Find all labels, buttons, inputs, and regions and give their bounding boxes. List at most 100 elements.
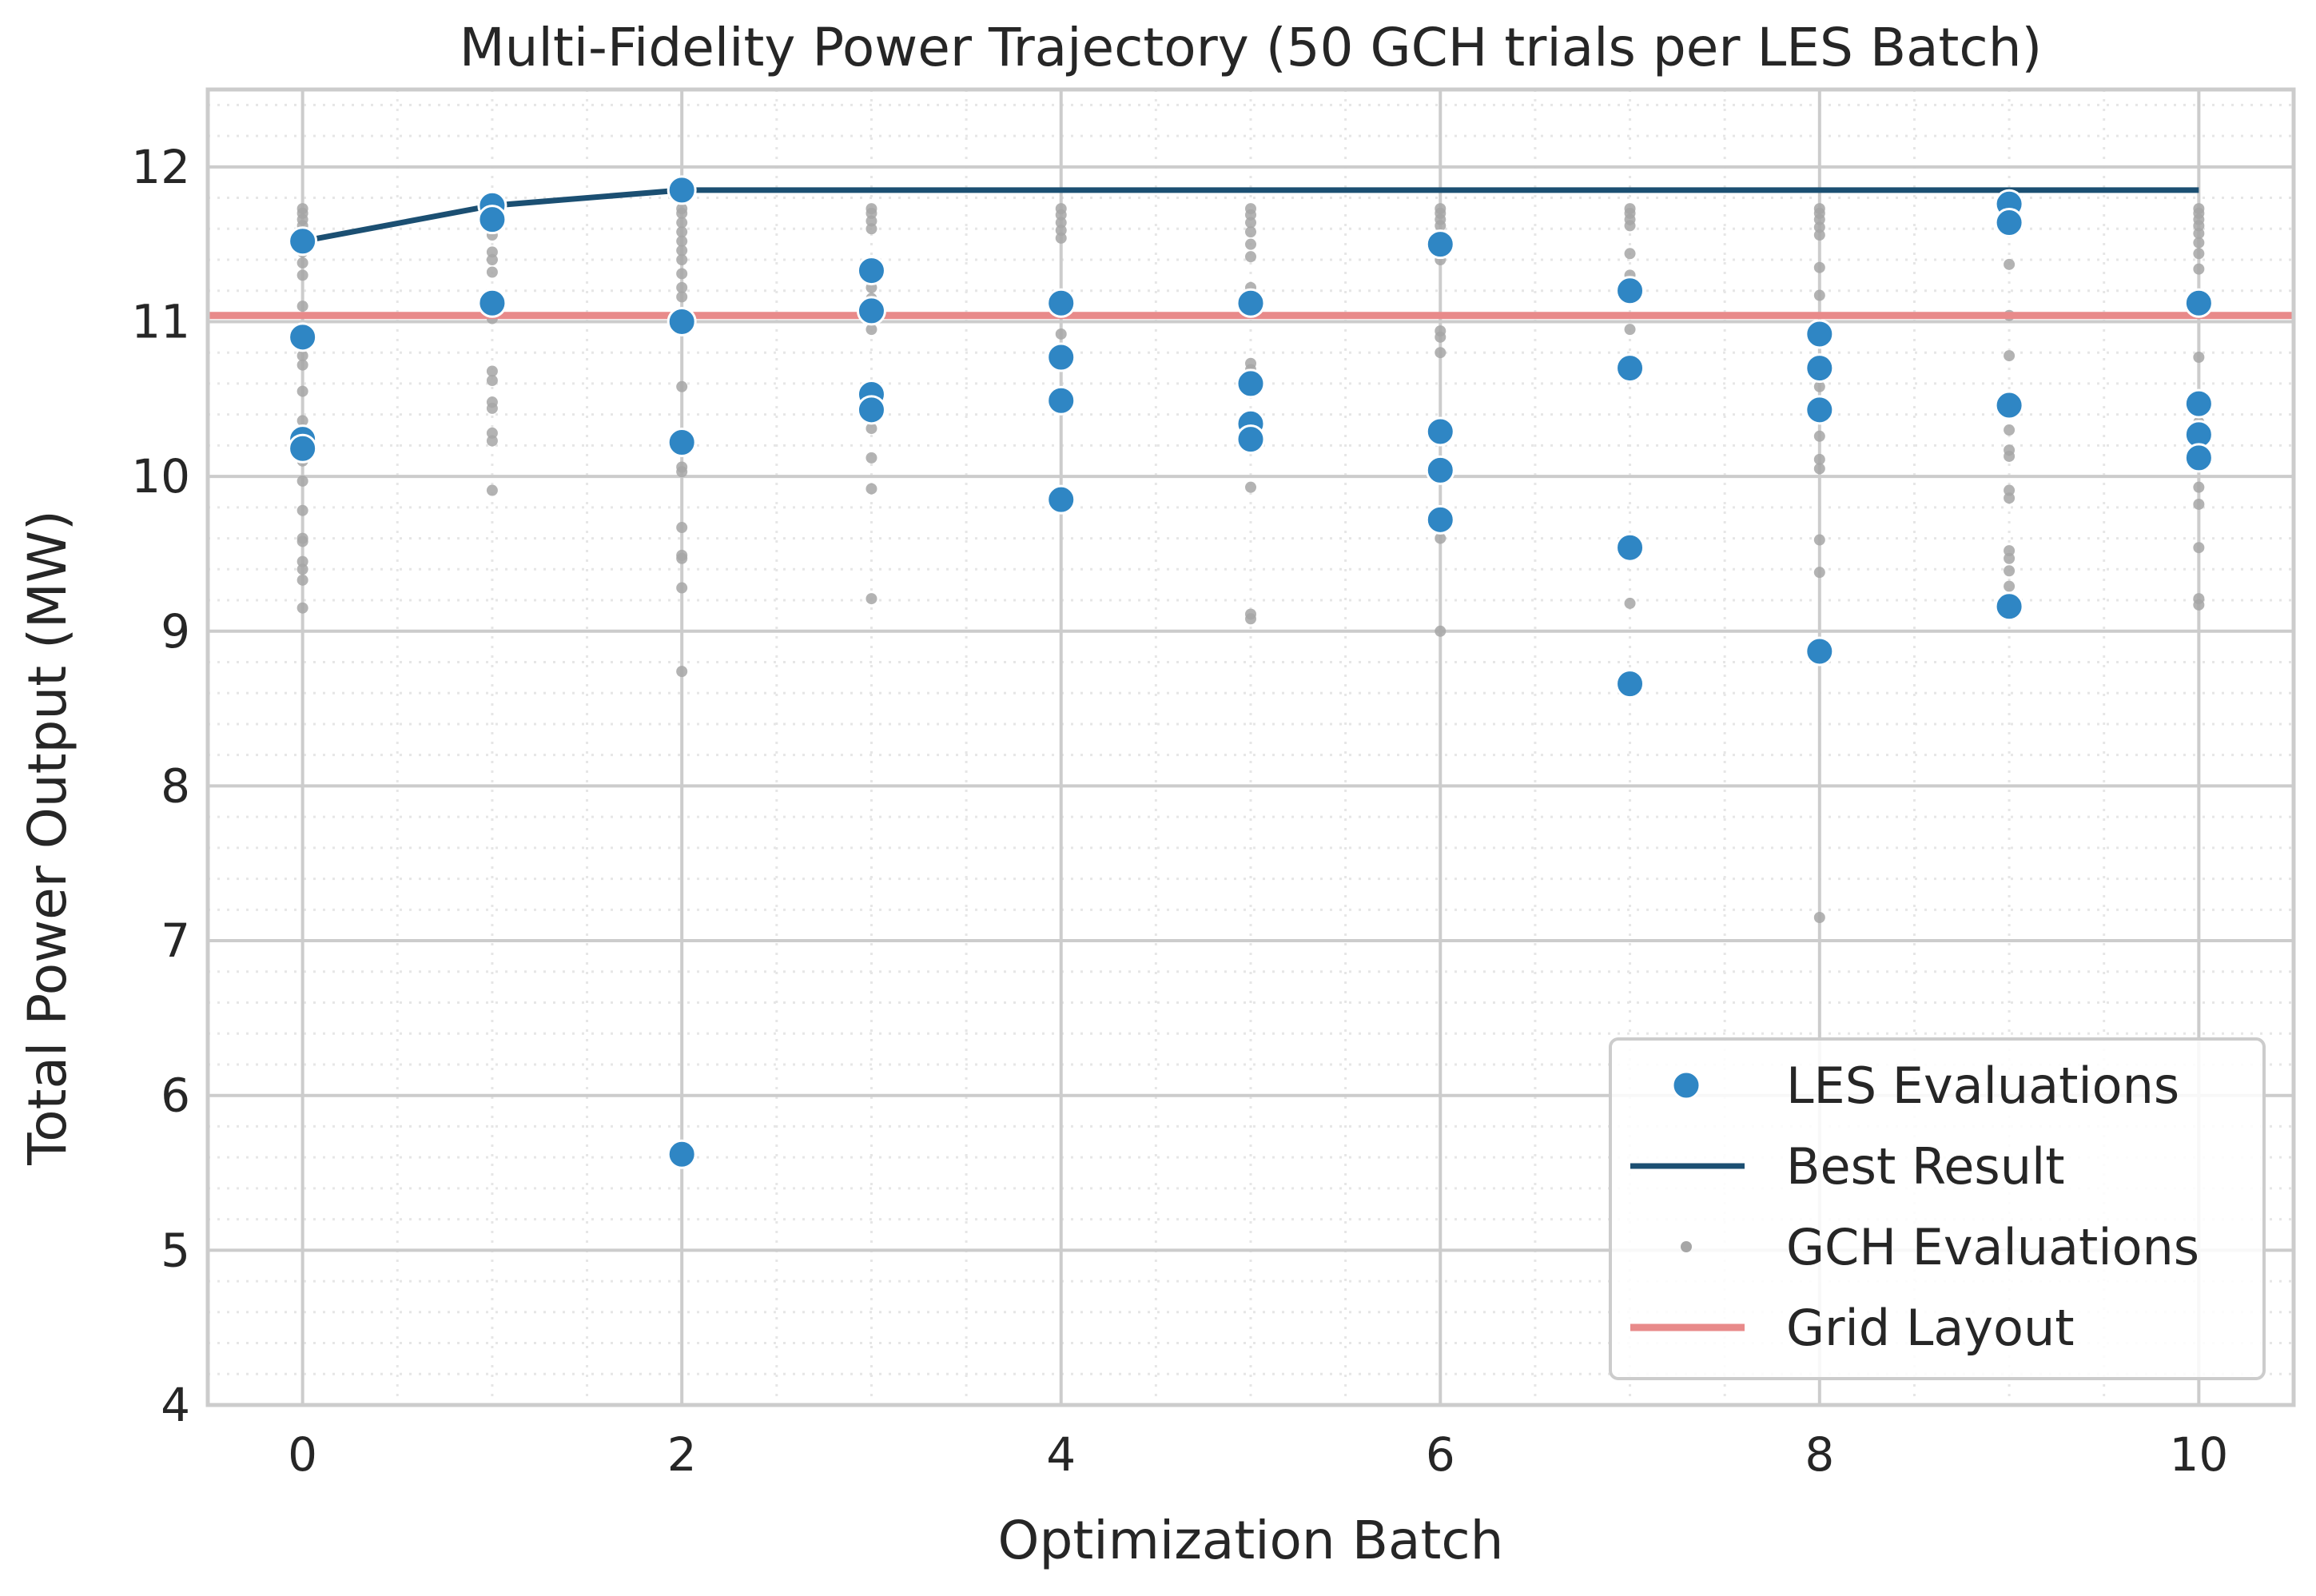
y-tick-label: 9 <box>161 604 190 659</box>
legend-marker-gch <box>1681 1241 1692 1252</box>
gch-point <box>2193 599 2205 611</box>
gch-point <box>296 300 308 312</box>
les-point <box>1805 395 1835 425</box>
gch-point <box>1055 328 1067 340</box>
les-point <box>1046 484 1076 515</box>
y-tick-label: 11 <box>131 294 190 348</box>
gch-point <box>866 593 877 605</box>
y-tick-label: 7 <box>161 913 190 968</box>
les-point <box>288 433 318 464</box>
les-point <box>1615 353 1645 384</box>
les-point <box>1425 416 1455 447</box>
x-tick-label: 8 <box>1805 1427 1834 1482</box>
legend-marker-les <box>1671 1070 1701 1100</box>
gch-point <box>676 291 688 303</box>
les-point <box>2183 388 2214 419</box>
les-point <box>1615 276 1645 306</box>
les-point <box>1425 504 1455 535</box>
gch-point <box>866 215 877 227</box>
gch-point <box>676 582 688 594</box>
les-point <box>477 288 507 318</box>
les-point <box>1236 368 1266 399</box>
gch-point <box>296 350 308 362</box>
les-point <box>2183 443 2214 473</box>
plot-frame <box>205 87 2296 1407</box>
gch-point <box>2004 545 2016 557</box>
x-axis-label: Optimization Batch <box>998 1510 1504 1571</box>
gch-point <box>486 402 498 414</box>
les-point <box>288 322 318 352</box>
les-point <box>477 205 507 235</box>
y-tick-label: 6 <box>161 1069 190 1123</box>
gch-point <box>486 435 498 447</box>
gch-point <box>676 235 688 247</box>
gch-point <box>296 359 308 371</box>
gch-point <box>486 484 498 496</box>
gch-point <box>676 226 688 238</box>
gch-point <box>676 466 688 478</box>
les-point <box>856 296 886 326</box>
gch-point <box>296 415 308 427</box>
gch-point <box>2004 258 2016 270</box>
chart-title: Multi-Fidelity Power Trajectory (50 GCH … <box>460 17 2043 78</box>
gch-point <box>1055 232 1067 244</box>
gch-point <box>2193 220 2205 232</box>
gch-point <box>866 223 877 235</box>
gch-point <box>296 555 308 567</box>
les-point <box>2183 288 2214 318</box>
les-point <box>1805 353 1835 384</box>
gch-point <box>486 254 498 266</box>
gch-point <box>2193 263 2205 275</box>
gch-point <box>296 385 308 397</box>
gch-point <box>1245 238 1256 250</box>
les-point <box>1046 342 1076 372</box>
gch-point <box>2004 552 2016 564</box>
x-tick-label: 4 <box>1046 1427 1076 1482</box>
gch-point <box>296 535 308 547</box>
gch-point <box>1813 463 1825 475</box>
gch-point <box>1055 225 1067 237</box>
gch-point <box>866 324 877 336</box>
les-point <box>1236 424 1266 455</box>
gch-point <box>296 602 308 614</box>
gch-point <box>1245 481 1256 493</box>
y-tick-label: 8 <box>161 758 190 813</box>
les-point <box>1046 288 1076 318</box>
gch-point <box>1624 324 1636 336</box>
gch-point <box>1813 261 1825 273</box>
gch-point <box>296 269 308 281</box>
les-point <box>1994 208 2024 238</box>
gch-point <box>1245 613 1256 625</box>
gch-point <box>676 552 688 564</box>
les-point <box>1425 455 1455 485</box>
legend-box <box>1609 1037 2266 1380</box>
gch-point <box>1813 213 1825 225</box>
gch-point <box>1435 220 1447 232</box>
gch-point <box>676 254 688 266</box>
legend-label-gch: GCH Evaluations <box>1786 1218 2199 1276</box>
les-evaluations-series <box>288 175 2214 1169</box>
gch-point <box>676 666 688 678</box>
gch-point <box>676 207 688 219</box>
gch-point <box>2193 248 2205 260</box>
les-point <box>1425 229 1455 260</box>
gch-point <box>2193 237 2205 249</box>
les-point <box>667 175 697 205</box>
gch-point <box>676 268 688 280</box>
best-result-series <box>301 187 2199 245</box>
best-result-line <box>301 187 2199 245</box>
gch-point <box>296 475 308 487</box>
gch-point <box>1435 532 1447 544</box>
les-point <box>856 395 886 425</box>
y-tick-label: 4 <box>161 1378 190 1432</box>
gch-point <box>676 522 688 534</box>
gch-point <box>2193 498 2205 510</box>
gch-point <box>1624 597 1636 609</box>
gch-point <box>1813 221 1825 233</box>
gch-point <box>486 266 498 278</box>
gch-point <box>676 217 688 229</box>
gch-point <box>1055 217 1067 229</box>
les-point <box>1615 532 1645 563</box>
gch-point <box>486 427 498 439</box>
